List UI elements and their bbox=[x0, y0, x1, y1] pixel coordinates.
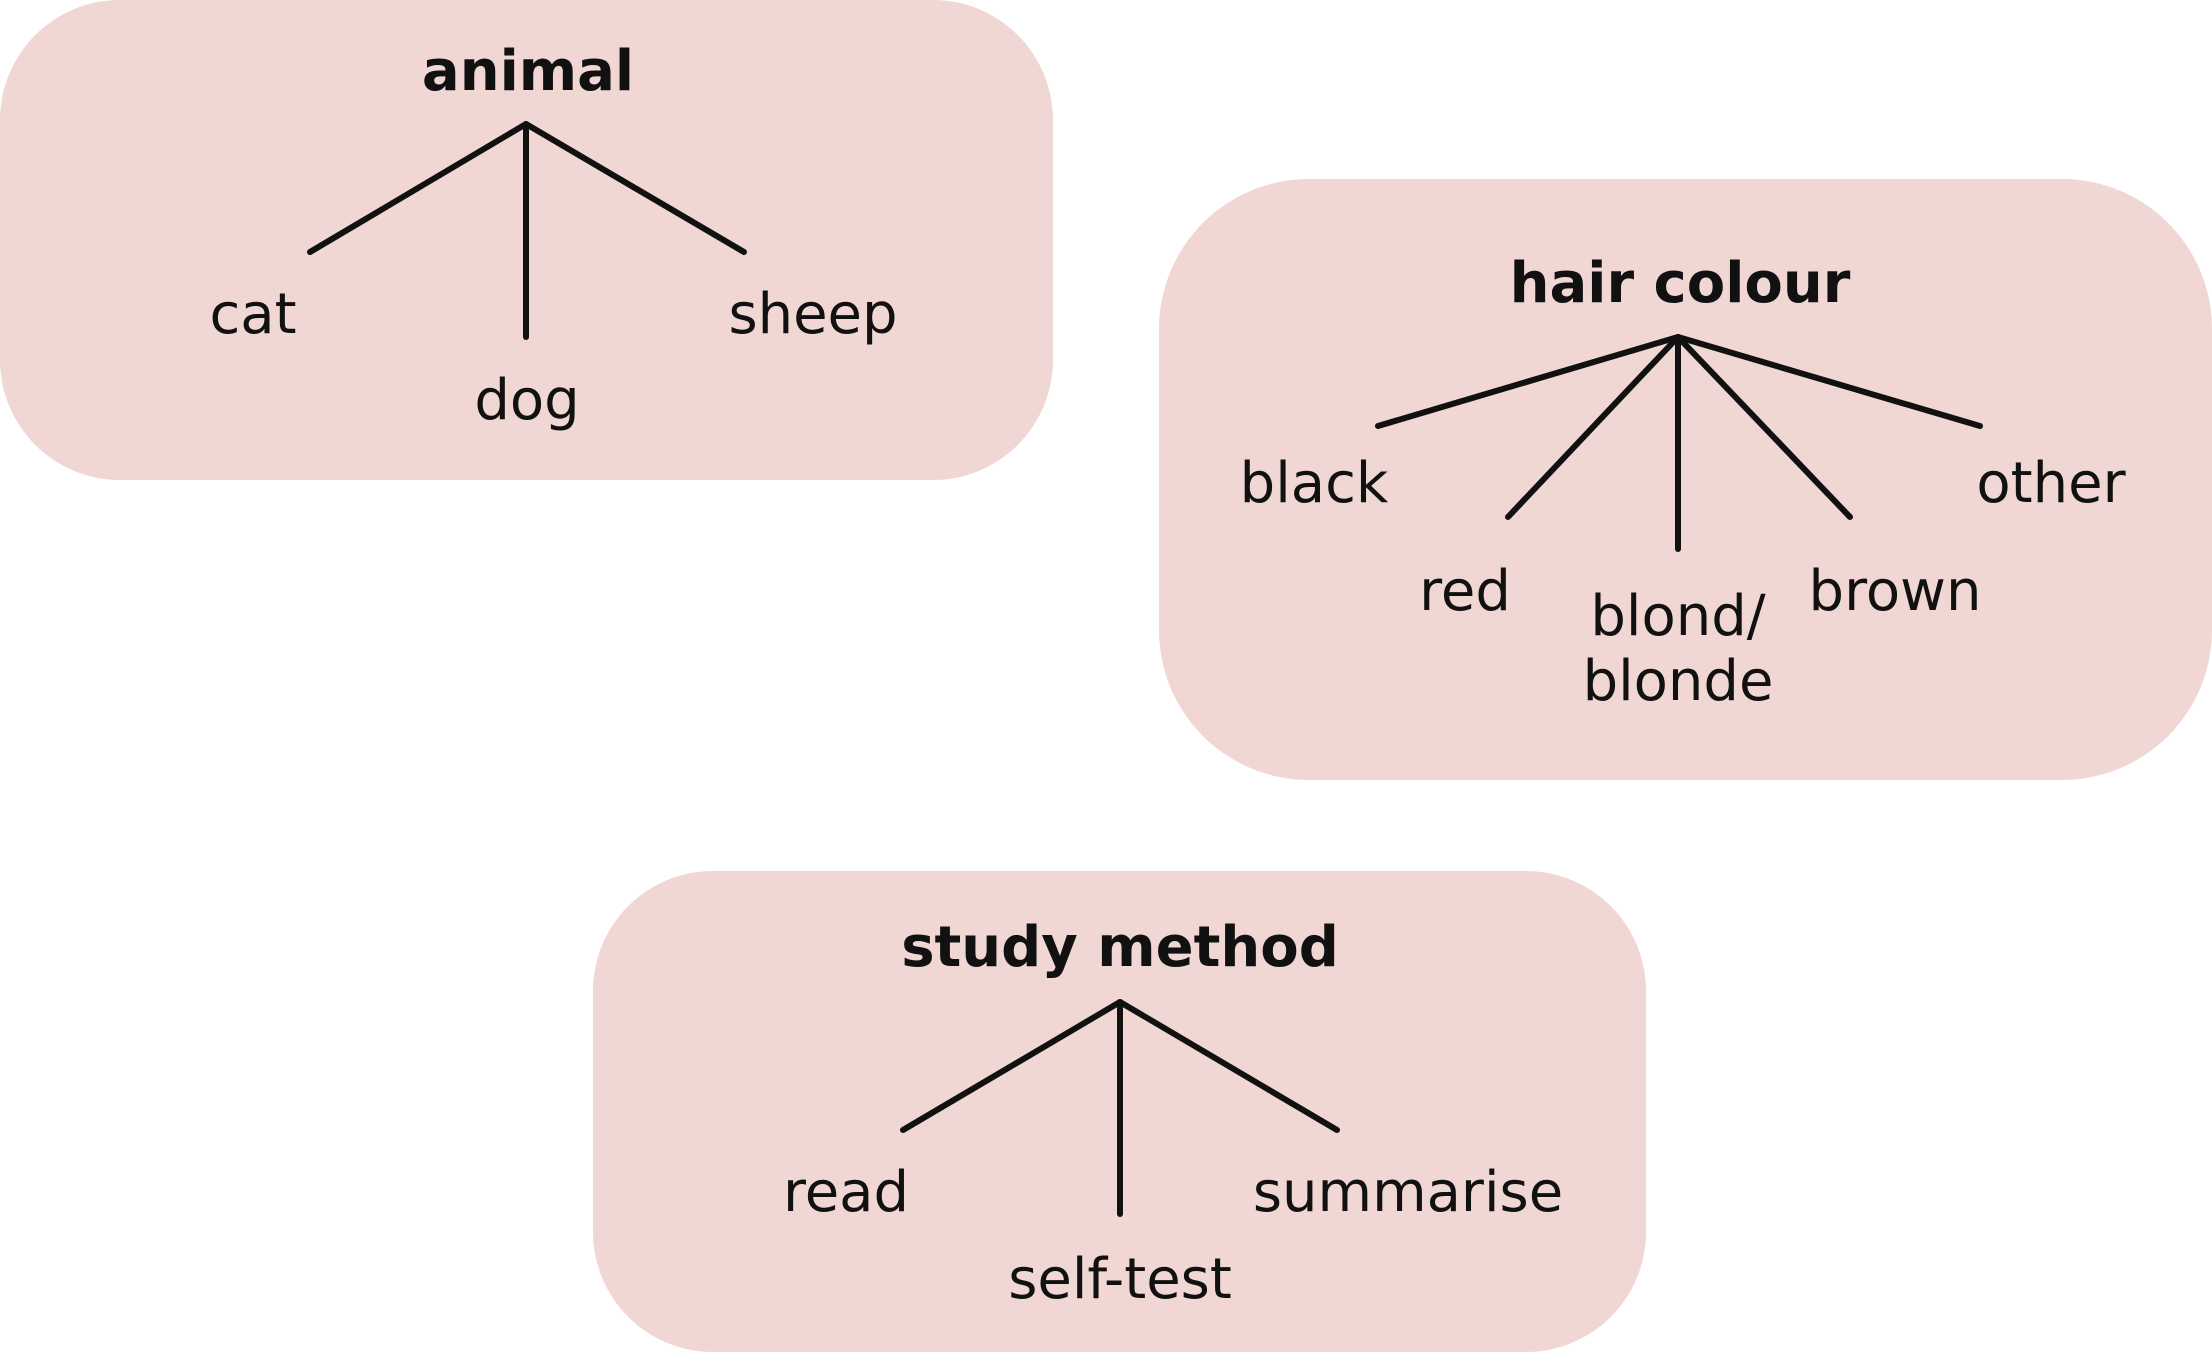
tree-hair-colour-title: hair colour bbox=[1510, 251, 1851, 316]
tree-study-leaf-read: read bbox=[783, 1160, 909, 1225]
tree-study-branch-1 bbox=[900, 999, 1123, 1133]
tree-animal: animal cat dog sheep bbox=[0, 0, 1053, 480]
tree-hair-branch-1 bbox=[1375, 334, 1681, 429]
tree-animal-branch-1 bbox=[307, 121, 529, 255]
tree-hair-leaf-other: other bbox=[1976, 451, 2126, 516]
tree-hair-leaf-red: red bbox=[1419, 559, 1511, 624]
tree-hair-leaf-brown: brown bbox=[1809, 559, 1982, 624]
tree-study-leaf-summarise: summarise bbox=[1253, 1160, 1563, 1225]
tree-animal-branch-3 bbox=[523, 121, 747, 255]
tree-hair-leaf-black: black bbox=[1240, 451, 1389, 516]
tree-study-method: study method read self-test summarise bbox=[593, 871, 1646, 1352]
tree-hair-branch-2 bbox=[1505, 334, 1681, 520]
tree-study-method-title: study method bbox=[901, 915, 1339, 980]
tree-animal-leaf-cat: cat bbox=[209, 282, 296, 347]
tree-study-branch-3 bbox=[1117, 999, 1340, 1133]
tree-animal-leaf-dog: dog bbox=[474, 368, 579, 433]
tree-study-leaf-self-test: self-test bbox=[1008, 1247, 1232, 1312]
tree-hair-leaf-blond-line1: blond/ bbox=[1590, 584, 1765, 649]
tree-hair-colour-box bbox=[1159, 179, 2212, 780]
tree-hair-leaf-blond-line2: blonde bbox=[1583, 649, 1774, 714]
tree-animal-title: animal bbox=[422, 39, 634, 104]
tree-hair-branch-5 bbox=[1675, 334, 1983, 429]
tree-hair-branch-4 bbox=[1675, 334, 1853, 520]
tree-animal-leaf-sheep: sheep bbox=[728, 282, 897, 347]
tree-hair-colour: hair colour black red blond/ blonde brow… bbox=[1159, 179, 2212, 780]
